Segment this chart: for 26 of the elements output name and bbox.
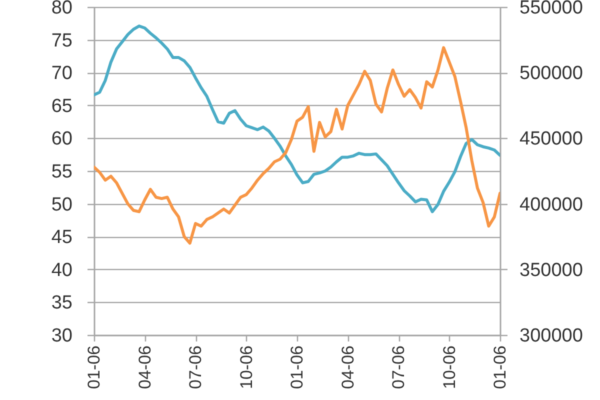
x-tick-label: 01-06 xyxy=(490,346,510,389)
y2-tick-label: 550000 xyxy=(520,0,583,18)
y-tick-label: 30 xyxy=(51,326,72,346)
x-tick-label: 04-06 xyxy=(338,346,358,389)
y2-tick-label: 350000 xyxy=(520,260,583,281)
y-tick-label: 35 xyxy=(51,292,72,314)
x-tick-label: 10-06 xyxy=(236,346,256,389)
y2-tick-label: 300000 xyxy=(520,326,583,346)
x-tick-label: 07-06 xyxy=(389,346,408,389)
y-tick-label: 80 xyxy=(51,0,72,18)
x-tick-label: 01-06 xyxy=(288,346,306,389)
x-tick-label: 10-06 xyxy=(440,346,459,389)
y-tick-label: 65 xyxy=(51,96,72,117)
x-tick-label: 01-06 xyxy=(84,346,104,389)
x-tick-label: 07-06 xyxy=(186,346,205,389)
y-tick-label: 60 xyxy=(51,128,72,150)
y2-tick-label: 500000 xyxy=(520,63,583,84)
y-tick-label: 45 xyxy=(51,227,72,248)
y-tick-label: 55 xyxy=(51,162,72,182)
x-tick-label: 04-06 xyxy=(135,346,154,389)
y2-tick-label: 400000 xyxy=(520,194,583,216)
y-tick-label: 40 xyxy=(51,260,72,281)
y-tick-label: 50 xyxy=(51,194,72,216)
y2-tick-label: 450000 xyxy=(520,128,583,150)
y-tick-label: 75 xyxy=(51,30,72,52)
y-tick-label: 70 xyxy=(51,63,72,84)
